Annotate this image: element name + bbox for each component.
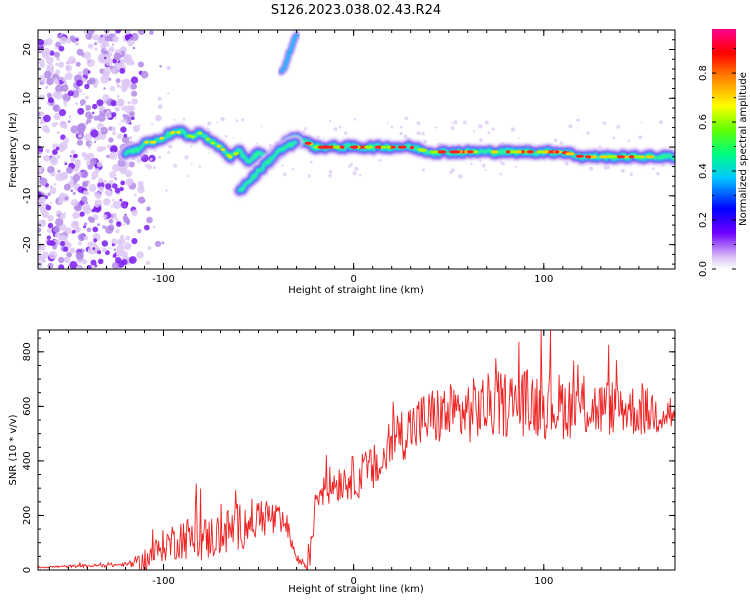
snr-x-tick-label: -100 [152, 576, 175, 587]
snr-x-axis-label: Height of straight line (km) [288, 584, 424, 595]
spectrogram-plot-area [38, 30, 675, 269]
colorbar-ticks: 0.0 0.2 0.4 0.6 0.8 [698, 48, 736, 277]
chart-title: S126.2023.038.02.43.R24 [271, 3, 441, 18]
spectrogram-x-axis-label: Height of straight line (km) [288, 285, 424, 296]
snr-plot-area [38, 330, 675, 570]
colorbar-tick-label: 0.0 [698, 261, 709, 277]
snr-x-tick-label: 0 [350, 576, 356, 587]
snr-y-tick-label: 400 [22, 451, 33, 470]
spectrogram-y-tick-label: -20 [22, 236, 33, 252]
snr-x-tick-label: 100 [534, 576, 553, 587]
snr-y-tick-label: 800 [22, 342, 33, 361]
colorbar-label: Normalized spectral amplitude [738, 72, 749, 226]
colorbar-tick-label: 0.4 [698, 163, 709, 179]
spectrogram-x-tick-label: 0 [350, 274, 356, 285]
snr-panel: -100 0 100 0 200 400 600 800 Height of straight… [8, 329, 676, 595]
snr-frame [37, 329, 676, 571]
lower-branch-trace [232, 135, 303, 198]
colorbar-tick-label: 0.8 [698, 65, 709, 81]
colorbar: 0.0 0.2 0.4 0.6 0.8 Normalized spectral ampl… [698, 29, 749, 277]
spectrogram-x-tick-label: 100 [534, 274, 553, 285]
colorbar-tick-label: 0.6 [698, 114, 709, 130]
spectrogram-frame [37, 29, 676, 270]
spectrogram-y-tick-label: 0 [22, 144, 33, 150]
snr-y-axis-label: SNR (10 * v/v) [8, 414, 19, 485]
spectrogram-x-tick-label: -100 [152, 274, 175, 285]
snr-y-tick-label: 600 [22, 397, 33, 416]
spectrogram-y-tick-label: -10 [22, 188, 33, 204]
colorbar-tick-label: 0.2 [698, 212, 709, 228]
upper-branch-trace [276, 30, 302, 77]
snr-series-line [38, 330, 675, 570]
colorbar-gradient [712, 29, 736, 269]
spectrogram-y-axis-label: Frequency (Hz) [8, 112, 19, 188]
spectrogram-y-tick-label: 10 [22, 92, 33, 105]
spectrogram-y-tick-label: 20 [22, 43, 33, 56]
signal-hotspots [144, 131, 655, 159]
snr-ticks: -100 0 100 0 200 400 600 800 [22, 330, 675, 587]
snr-y-tick-label: 0 [22, 567, 33, 573]
snr-y-tick-label: 200 [22, 506, 33, 525]
